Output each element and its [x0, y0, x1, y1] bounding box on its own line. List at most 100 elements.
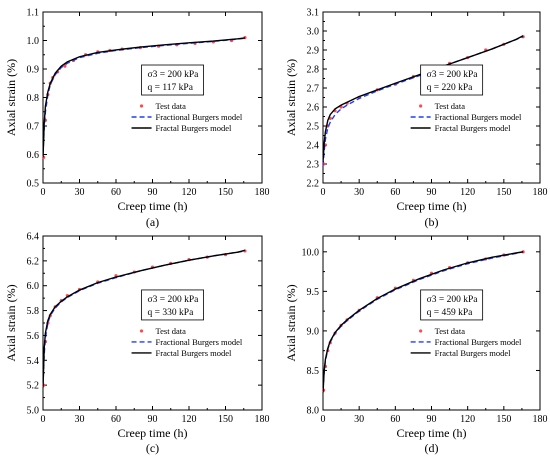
legend-entry: Fractal Burgers model	[156, 123, 232, 133]
x-tick-label: 0	[321, 414, 326, 425]
annotation-text: σ3 = 200 kPa	[148, 70, 200, 80]
y-tick-label: 2.7	[307, 84, 320, 95]
y-tick-label: 5.8	[27, 306, 40, 317]
y-tick-label: 0.5	[27, 179, 40, 190]
x-axis-label: Creep time (h)	[397, 199, 467, 213]
panel-label: (d)	[425, 441, 439, 455]
legend-marker-test-data	[419, 329, 423, 333]
y-tick-label: 5.2	[27, 381, 40, 392]
annotation-box	[420, 289, 484, 321]
x-tick-label: 120	[460, 414, 475, 425]
y-tick-label: 6.4	[27, 232, 40, 243]
x-tick-label: 150	[218, 414, 233, 425]
legend-entry: Fractal Burgers model	[435, 123, 511, 133]
chart-panel-b: 0 30 60 90 120 150 180 2.2 2.3 2.4 2.5 2.6 2.7 2.8 2.9…	[284, 8, 548, 230]
fractal-burgers-line	[323, 35, 524, 163]
x-tick-label: 90	[427, 414, 437, 425]
x-tick-label: 0	[321, 187, 326, 198]
x-tick-label: 180	[255, 414, 270, 425]
annotation-text: q = 330 kPa	[148, 308, 195, 318]
test-data-point	[63, 64, 67, 68]
y-tick-label: 0.6	[27, 150, 40, 161]
y-tick-label: 9.5	[307, 287, 320, 298]
fractal-burgers-line	[43, 249, 246, 388]
y-tick-label: 5.0	[27, 406, 40, 417]
plot-frame	[322, 235, 541, 411]
y-axis-label: Axial strain (%)	[4, 284, 18, 361]
x-tick-label: 0	[41, 414, 46, 425]
x-tick-label: 150	[496, 414, 511, 425]
plot-frame	[42, 11, 263, 184]
x-tick-label: 30	[75, 414, 85, 425]
y-tick-label: 8.5	[307, 366, 320, 377]
x-tick-label: 60	[390, 414, 400, 425]
y-tick-label: 2.8	[307, 65, 320, 76]
x-tick-label: 60	[390, 187, 400, 198]
x-tick-label: 30	[75, 187, 85, 198]
x-axis-label: Creep time (h)	[397, 426, 467, 440]
x-tick-label: 180	[533, 414, 548, 425]
x-axis-label: Creep time (h)	[118, 426, 188, 440]
annotation-box	[141, 64, 204, 96]
legend-entry: Test data	[156, 101, 187, 111]
chart-panel-d: 0 30 60 90 120 150 180 8.0 8.5 9.0 9.5 10.0 Creep ti…	[284, 235, 548, 455]
x-tick-label: 30	[354, 187, 364, 198]
y-tick-label: 2.6	[307, 103, 320, 114]
x-tick-label: 120	[182, 187, 197, 198]
y-tick-label: 3.0	[307, 27, 320, 38]
x-tick-label: 150	[218, 187, 233, 198]
y-tick-label: 0.8	[27, 93, 40, 104]
fractal-burgers-line	[43, 37, 246, 158]
y-tick-label: 2.9	[307, 46, 320, 57]
y-tick-label: 8.0	[307, 406, 320, 417]
y-tick-label: 3.1	[307, 8, 320, 19]
y-axis-label: Axial strain (%)	[284, 284, 298, 361]
x-tick-label: 60	[111, 187, 121, 198]
fractional-burgers-line	[323, 251, 524, 391]
x-tick-label: 120	[460, 187, 475, 198]
x-axis-label: Creep time (h)	[118, 199, 188, 213]
y-axis-label: Axial strain (%)	[4, 59, 18, 136]
legend-entry: Fractal Burgers model	[156, 348, 232, 358]
y-tick-label: 2.5	[307, 122, 320, 133]
legend-marker-test-data	[419, 104, 423, 108]
x-tick-label: 180	[255, 187, 270, 198]
chart-panel-c: 0 30 60 90 120 150 180 5.0 5.2 5.4 5.6 5.8 6.0 6.2 6.4…	[4, 232, 270, 456]
annotation-text: q = 220 kPa	[427, 83, 474, 93]
legend-entry: Fractional Burgers model	[156, 112, 243, 122]
legend-marker-test-data	[139, 104, 144, 108]
legend-entry: Test data	[435, 326, 466, 336]
annotation-text: q = 117 kPa	[148, 83, 194, 93]
y-tick-label: 1.1	[27, 8, 40, 19]
fractional-burgers-line	[323, 36, 524, 166]
y-tick-label: 0.7	[27, 122, 40, 133]
legend-entry: Fractional Burgers model	[156, 337, 243, 347]
annotation-text: σ3 = 200 kPa	[427, 295, 479, 305]
annotation-text: σ3 = 200 kPa	[427, 70, 479, 80]
y-tick-label: 0.9	[27, 65, 40, 76]
y-tick-label: 2.4	[307, 141, 320, 152]
annotation-text: σ3 = 200 kPa	[148, 295, 200, 305]
y-tick-label: 9.0	[307, 326, 320, 337]
y-tick-label: 10.0	[302, 247, 320, 258]
y-tick-label: 1.0	[27, 36, 40, 47]
y-tick-label: 6.2	[27, 256, 40, 267]
y-tick-label: 6.0	[27, 281, 40, 292]
x-tick-label: 90	[148, 187, 158, 198]
x-tick-label: 150	[496, 187, 511, 198]
y-axis-label: Axial strain (%)	[284, 59, 298, 136]
x-tick-label: 0	[41, 187, 46, 198]
x-tick-label: 180	[533, 187, 548, 198]
panel-label: (a)	[146, 215, 159, 229]
plot-frame	[42, 235, 263, 411]
y-tick-label: 2.2	[307, 179, 320, 190]
legend-entry: Fractional Burgers model	[435, 337, 522, 347]
y-tick-label: 2.3	[307, 160, 320, 171]
annotation-text: q = 459 kPa	[427, 308, 474, 318]
x-tick-label: 90	[148, 414, 158, 425]
legend-marker-test-data	[139, 329, 144, 333]
annotation-box	[141, 289, 204, 321]
legend-entry: Test data	[156, 326, 187, 336]
x-tick-label: 90	[427, 187, 437, 198]
fractional-burgers-line	[43, 37, 246, 155]
